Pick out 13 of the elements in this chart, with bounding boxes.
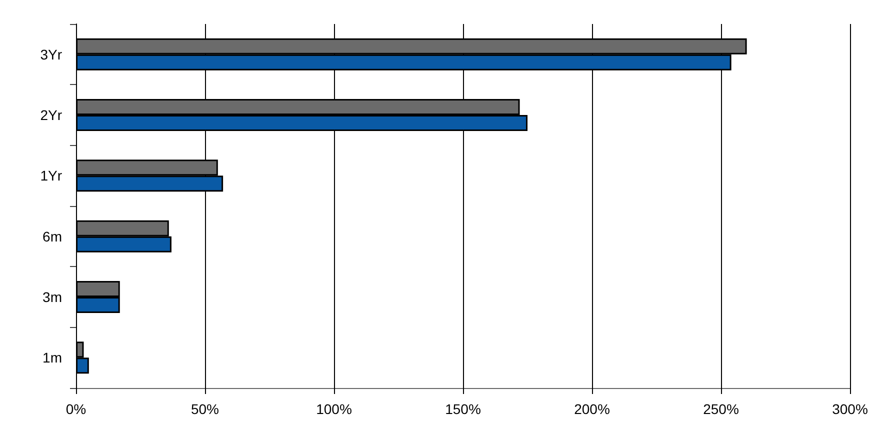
y-tick-label: 2Yr (40, 107, 62, 123)
x-tick-label: 200% (574, 401, 610, 417)
x-tick-label: 250% (703, 401, 739, 417)
y-tick-label: 3Yr (40, 46, 62, 62)
x-tick-label: 300% (832, 401, 868, 417)
x-tick-label: 50% (190, 401, 220, 417)
x-tick-label: 100% (316, 401, 352, 417)
y-tick-label: 3m (42, 289, 62, 305)
x-tick-label: 150% (445, 401, 481, 417)
y-tick-label: 1m (42, 350, 62, 366)
x-tick-label: 0% (66, 401, 86, 417)
y-tick-label: 6m (42, 228, 62, 244)
y-tick-label: 1Yr (40, 168, 62, 184)
